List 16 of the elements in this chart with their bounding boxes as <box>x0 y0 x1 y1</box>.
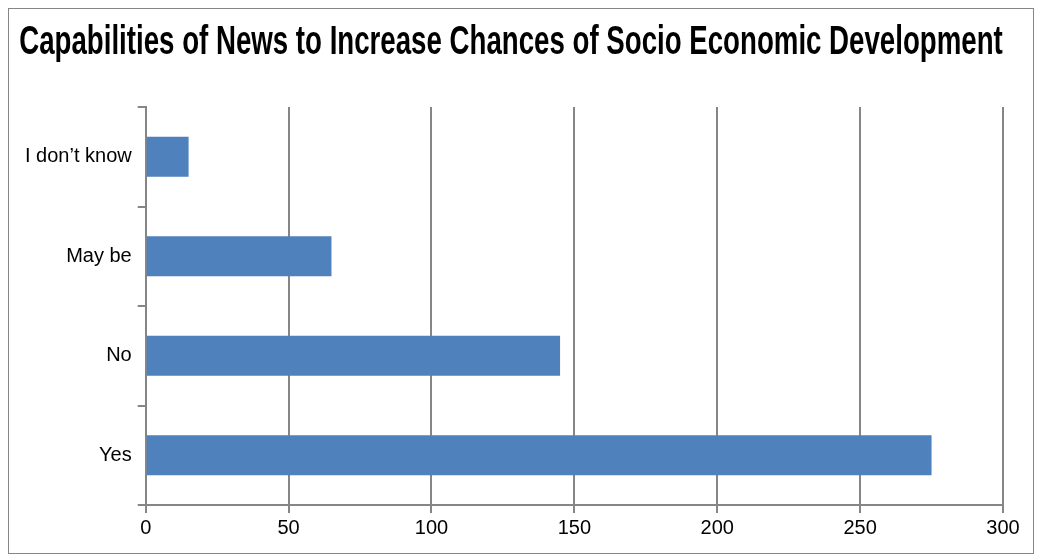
bar <box>146 335 561 376</box>
bar <box>146 236 332 277</box>
chart-title: Capabilities of News to Increase Chances of Socio Economic Development <box>19 17 1004 63</box>
y-tick-label: Yes <box>99 442 132 465</box>
x-tick-label: 300 <box>986 515 1020 538</box>
x-tick-label: 250 <box>843 515 877 538</box>
x-tick-label: 50 <box>277 515 300 538</box>
x-tick-label: 150 <box>557 515 592 538</box>
x-tick-label: 100 <box>414 515 449 538</box>
y-tick-label: I don’t know <box>24 144 133 167</box>
x-tick-label: 200 <box>700 515 734 538</box>
y-tick-label: May be <box>66 243 132 266</box>
y-tick-label: No <box>106 343 132 366</box>
bar <box>146 435 932 476</box>
bar <box>146 136 189 177</box>
x-tick-label: 0 <box>140 515 152 538</box>
